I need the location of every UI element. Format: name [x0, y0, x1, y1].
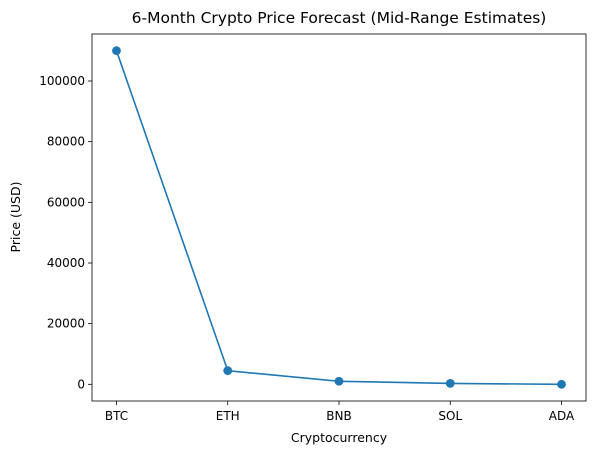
x-tick-label: ETH: [216, 409, 240, 423]
data-point-eth: [223, 366, 233, 376]
x-tick-label: SOL: [438, 409, 462, 423]
data-point-sol: [445, 379, 455, 388]
y-tick-label: 100000: [39, 74, 85, 88]
data-point-ada: [557, 379, 566, 389]
x-axis-label: Cryptocurrency: [291, 430, 388, 445]
y-tick-label: 40000: [47, 256, 85, 270]
y-axis: 0 20000 40000 60000 80000 100000: [39, 74, 92, 391]
data-point-bnb: [334, 376, 344, 386]
plot-frame: [91, 33, 587, 402]
y-tick-label: 0: [77, 377, 85, 391]
chart-title: 6-Month Crypto Price Forecast (Mid-Range…: [132, 9, 547, 27]
x-axis: BTC ETH BNB SOL ADA: [105, 401, 575, 423]
x-tick-label: BTC: [105, 409, 128, 423]
data-point-btc: [112, 46, 121, 56]
x-tick-label: BNB: [326, 409, 351, 423]
y-tick-label: 20000: [47, 317, 85, 331]
y-tick-label: 80000: [47, 135, 85, 149]
y-axis-label: Price (USD): [8, 182, 23, 253]
x-tick-label: ADA: [549, 409, 575, 423]
series-group: [112, 46, 566, 389]
series-line: [115, 50, 562, 386]
y-tick-label: 60000: [47, 195, 85, 209]
